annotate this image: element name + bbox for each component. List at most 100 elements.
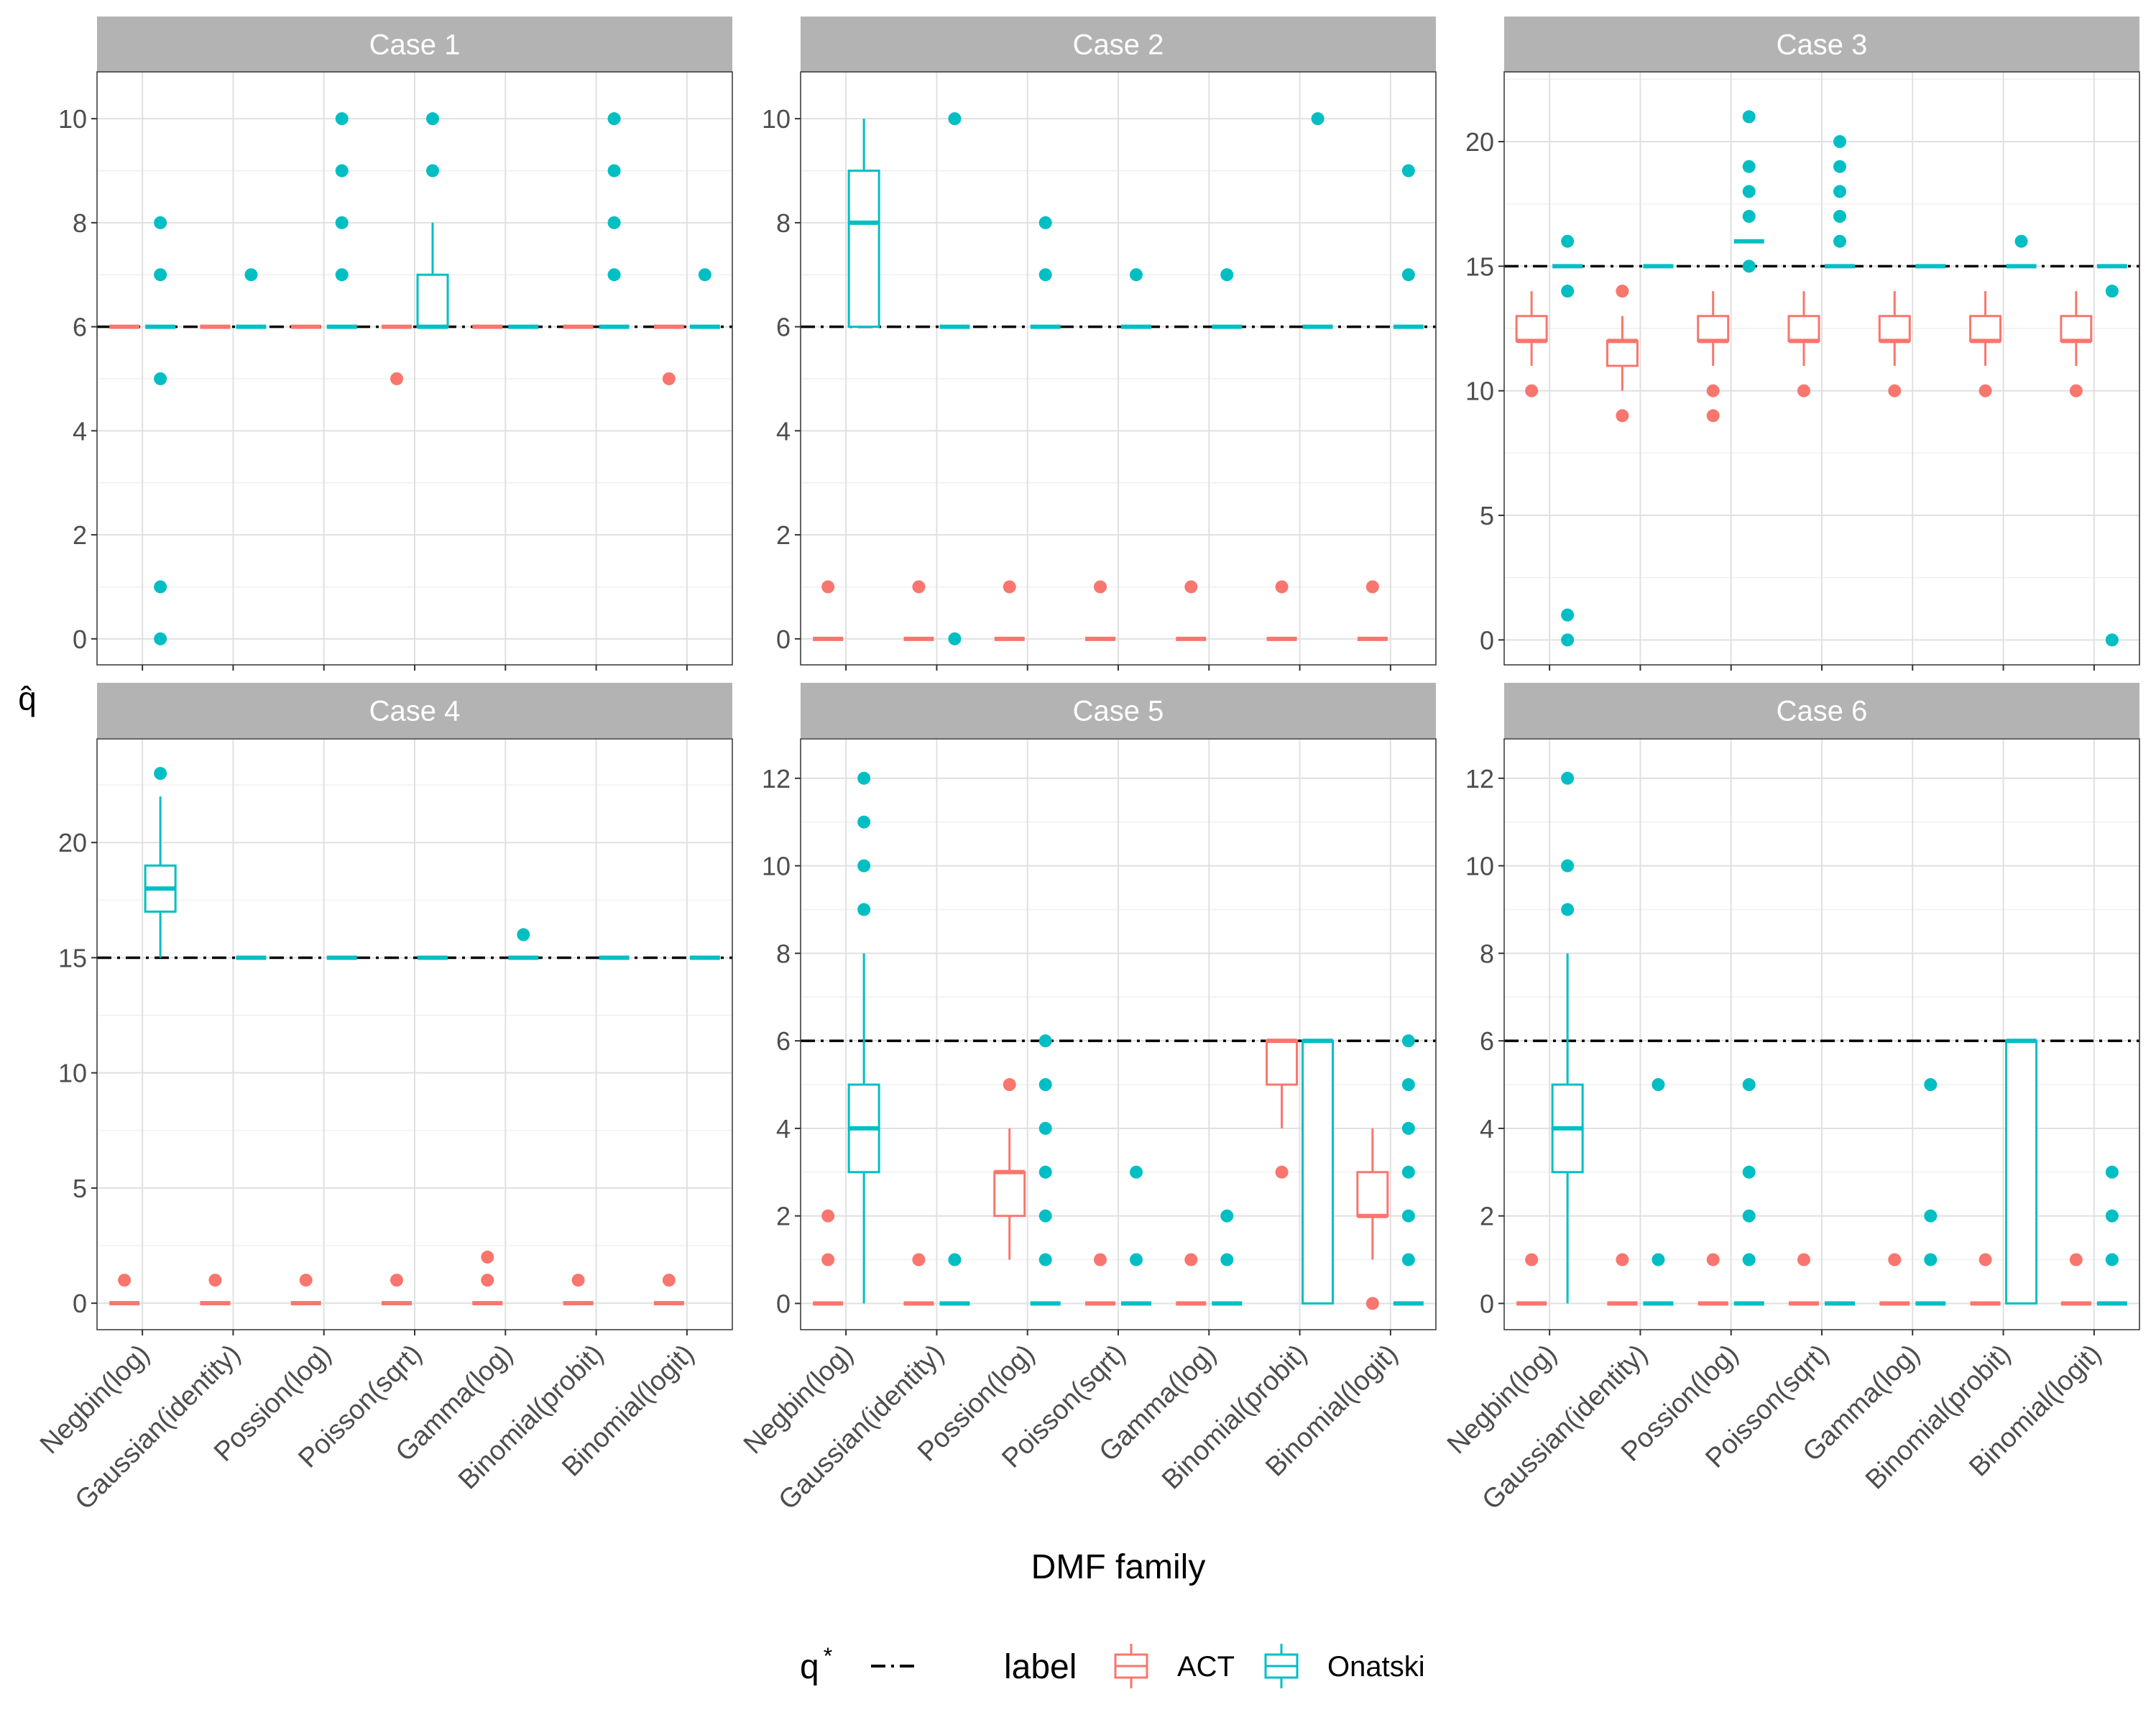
series-onatski (847, 112, 1424, 645)
box-iqr (1302, 1039, 1335, 1305)
outlier-point (1038, 216, 1052, 229)
outlier-point (1924, 1253, 1938, 1266)
boxplot-onatski (1551, 771, 1584, 1304)
boxplot-act (813, 580, 844, 641)
boxplot-act (472, 1251, 503, 1306)
y-tick-label: 4 (776, 1114, 791, 1144)
outlier-point (1742, 1253, 1756, 1266)
outlier-point (1742, 259, 1756, 273)
outlier-point (1742, 110, 1756, 124)
outlier-point (948, 632, 962, 645)
outlier-point (390, 372, 403, 385)
boxplot-onatski (1030, 1034, 1061, 1306)
x-axis-title: DMF family (1031, 1548, 1206, 1586)
outlier-point (857, 903, 871, 916)
outlier-point (2069, 1253, 2083, 1266)
series-act (1515, 285, 2093, 423)
series-act (813, 1039, 1389, 1310)
outlier-point (426, 112, 439, 126)
outlier-point (154, 216, 167, 229)
boxplot-act (1266, 580, 1297, 641)
outlier-point (1184, 1253, 1198, 1266)
y-tick-label: 15 (1465, 252, 1494, 281)
outlier-point (1616, 285, 1629, 298)
boxplot-onatski (689, 268, 720, 329)
outlier-point (1561, 633, 1575, 647)
legend-qstar-letter: q (800, 1648, 819, 1686)
outlier-point (390, 1274, 403, 1287)
outlier-point (1401, 268, 1415, 282)
outlier-point (1038, 1034, 1052, 1048)
box-iqr (993, 1171, 1026, 1218)
outlier-point (1401, 1034, 1415, 1048)
outlier-point (1094, 1253, 1107, 1266)
boxplot-act (1787, 291, 1820, 397)
outlier-point (1038, 1165, 1052, 1179)
box-iqr (1515, 315, 1548, 342)
outlier-point (1130, 268, 1143, 282)
outlier-point (154, 268, 167, 282)
outlier-point (1561, 234, 1575, 248)
box-iqr (1606, 339, 1639, 367)
outlier-point (2105, 633, 2119, 647)
panel-5: Case 5024681012Negbin(log)Gaussian(ident… (738, 683, 1437, 1516)
y-tick-label: 20 (1465, 127, 1494, 157)
y-tick-label: 10 (1465, 852, 1494, 881)
boxplot-onatski (2005, 1039, 2038, 1305)
boxplot-act (1176, 580, 1207, 641)
facet-strip-title: Case 2 (1073, 29, 1164, 61)
y-tick-label: 4 (776, 416, 791, 446)
outlier-point (1401, 1209, 1415, 1223)
boxplot-onatski (1733, 1078, 1764, 1306)
outlier-point (1616, 409, 1629, 423)
series-act (1516, 1253, 2091, 1306)
boxplot-onatski (1733, 110, 1764, 273)
outlier-point (1833, 185, 1846, 198)
outlier-point (607, 164, 621, 178)
y-tick-label: 8 (1480, 939, 1494, 968)
outlier-point (1888, 1253, 1902, 1266)
outlier-point (1130, 1165, 1143, 1179)
outlier-point (607, 216, 621, 229)
panel-border (800, 738, 1437, 1330)
y-tick-label: 6 (776, 313, 791, 342)
outlier-point (1978, 1253, 1992, 1266)
y-tick-label: 0 (73, 1289, 87, 1318)
facet-strip (97, 683, 732, 738)
boxplot-act (653, 324, 684, 385)
outlier-point (1651, 1078, 1665, 1092)
y-tick-label: 5 (1480, 501, 1494, 530)
y-tick-label: 2 (776, 520, 791, 550)
outlier-point (154, 767, 167, 781)
y-tick-label: 2 (1480, 1202, 1494, 1231)
outlier-point (857, 815, 871, 829)
boxplot-onatski (1915, 1078, 1946, 1306)
boxplot-act (1266, 1039, 1299, 1179)
outlier-point (1561, 285, 1575, 298)
outlier-point (1220, 268, 1234, 282)
outlier-point (2105, 1165, 2119, 1179)
panel-border (1503, 71, 2140, 666)
boxplot-act (1697, 1253, 1728, 1306)
outlier-point (2014, 234, 2028, 248)
panel-6: Case 6024681012Negbin(log)Gaussian(ident… (1442, 683, 2140, 1516)
boxplot-onatski (236, 268, 267, 329)
outlier-point (1797, 1253, 1810, 1266)
outlier-point (1616, 1253, 1629, 1266)
outlier-point (1401, 1121, 1415, 1135)
y-tick-label: 0 (776, 1289, 791, 1318)
facet-strip (1504, 17, 2139, 72)
outlier-point (1924, 1209, 1938, 1223)
boxplot-onatski (1643, 1078, 1674, 1306)
outlier-point (1220, 1209, 1234, 1223)
y-tick-label: 0 (1480, 625, 1494, 655)
boxplot-onatski (2096, 264, 2127, 647)
outlier-point (1401, 1165, 1415, 1179)
box-iqr (1969, 315, 2002, 342)
outlier-point (517, 928, 530, 942)
y-tick-label: 6 (1480, 1026, 1494, 1056)
y-tick-label: 5 (73, 1174, 87, 1203)
outlier-point (1833, 160, 1846, 173)
box-iqr (1878, 315, 1911, 342)
